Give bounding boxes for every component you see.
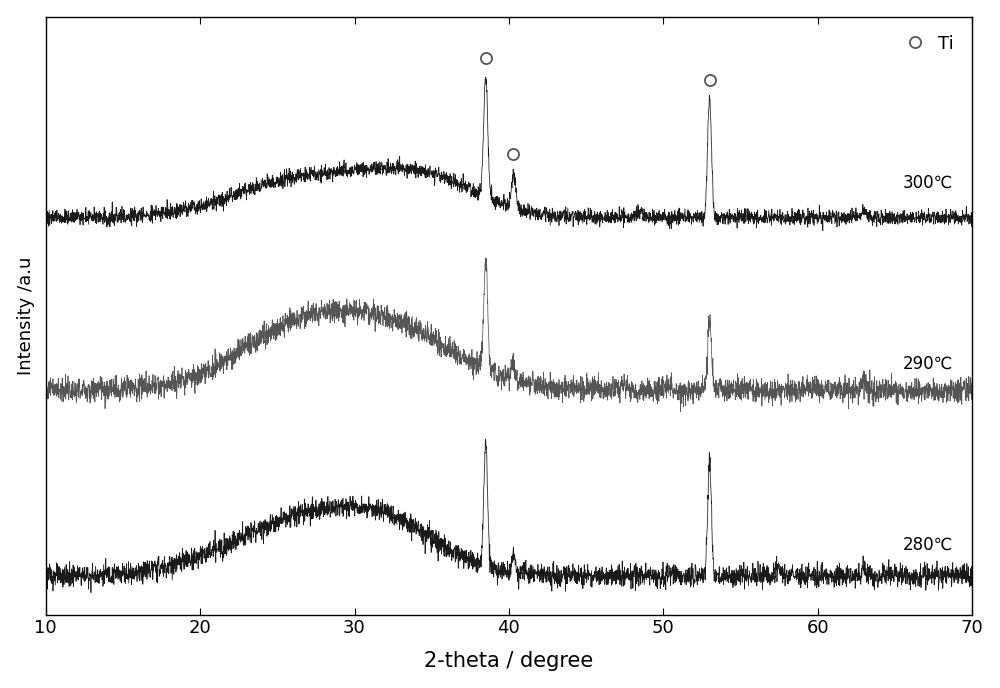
Text: 280℃: 280℃ bbox=[902, 536, 953, 555]
X-axis label: 2-theta / degree: 2-theta / degree bbox=[424, 652, 593, 671]
Text: 290℃: 290℃ bbox=[902, 355, 953, 373]
Text: 300℃: 300℃ bbox=[902, 174, 953, 192]
Y-axis label: Intensity /a.u: Intensity /a.u bbox=[17, 257, 35, 375]
Legend: Ti: Ti bbox=[888, 25, 963, 62]
